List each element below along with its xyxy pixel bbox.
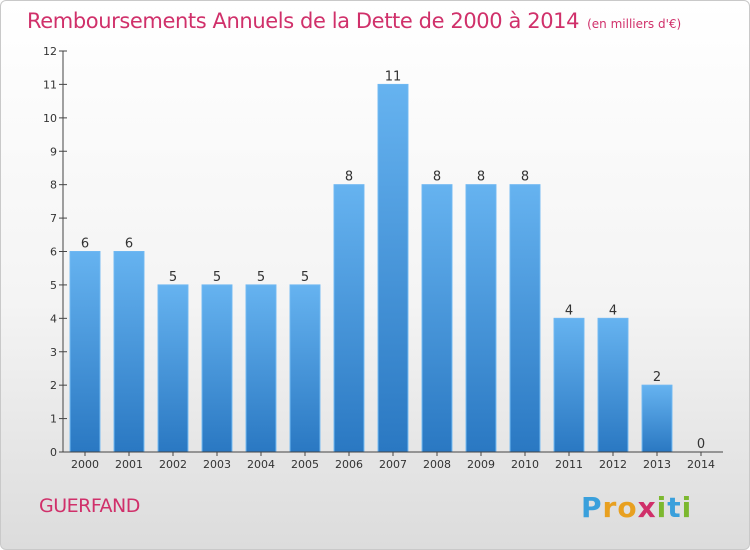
bar (69, 251, 101, 453)
y-tick-label: 10 (43, 112, 57, 125)
data-label: 5 (257, 270, 265, 285)
y-tick-label: 0 (50, 446, 57, 459)
bars-layer (69, 83, 673, 453)
x-tick-label: 2007 (379, 458, 407, 471)
y-tick-label: 6 (50, 246, 57, 259)
y-tick-label: 4 (50, 312, 57, 325)
commune-name: GUERFAND (39, 495, 140, 517)
x-tick-label: 2005 (291, 458, 319, 471)
bar (245, 284, 277, 453)
bar (509, 184, 541, 453)
y-tick-label: 12 (43, 45, 57, 58)
y-tick-label: 2 (50, 379, 57, 392)
x-tick-label: 2004 (247, 458, 275, 471)
data-label: 4 (565, 303, 573, 318)
x-tick-label: 2000 (71, 458, 99, 471)
x-tick-label: 2002 (159, 458, 187, 471)
bar (597, 317, 629, 453)
y-tick-label: 7 (50, 212, 57, 225)
bar (113, 251, 145, 453)
bar (377, 83, 409, 453)
x-tick-label: 2008 (423, 458, 451, 471)
data-label: 8 (345, 170, 353, 185)
bar (421, 184, 453, 453)
data-label: 0 (697, 437, 705, 452)
bar (553, 317, 585, 453)
bar (465, 184, 497, 453)
x-tick-label: 2001 (115, 458, 143, 471)
y-tick-label: 9 (50, 145, 57, 158)
x-tick-label: 2003 (203, 458, 231, 471)
x-tick-label: 2013 (643, 458, 671, 471)
data-label: 5 (301, 270, 309, 285)
bar (333, 184, 365, 453)
y-tick-label: 8 (50, 179, 57, 192)
data-label: 5 (213, 270, 221, 285)
bar (201, 284, 233, 453)
y-tick-label: 1 (50, 413, 57, 426)
svg-text:Proxiti: Proxiti (581, 491, 691, 524)
data-label: 6 (81, 237, 89, 252)
data-label: 5 (169, 270, 177, 285)
proxiti-logo: Proxiti (581, 491, 691, 524)
data-label: 8 (433, 170, 441, 185)
x-tick-label: 2009 (467, 458, 495, 471)
chart-title-text: Remboursements Annuels de la Dette de 20… (27, 9, 580, 33)
x-tick-label: 2011 (555, 458, 583, 471)
data-label: 2 (653, 370, 661, 385)
bar (641, 384, 673, 453)
x-tick-label: 2006 (335, 458, 363, 471)
data-label: 4 (609, 303, 617, 318)
bar (289, 284, 321, 453)
data-label: 6 (125, 237, 133, 252)
data-label: 11 (385, 69, 402, 84)
data-label: 8 (521, 170, 529, 185)
axes-layer: 0123456789101112620006200152002520035200… (43, 45, 723, 471)
x-tick-label: 2010 (511, 458, 539, 471)
x-tick-label: 2012 (599, 458, 627, 471)
bar (157, 284, 189, 453)
y-tick-label: 3 (50, 346, 57, 359)
y-tick-label: 11 (43, 78, 57, 91)
y-tick-label: 5 (50, 279, 57, 292)
x-tick-label: 2014 (687, 458, 715, 471)
data-label: 8 (477, 170, 485, 185)
chart-subtitle: (en milliers d'€) (587, 17, 682, 31)
chart-title: Remboursements Annuels de la Dette de 20… (27, 9, 681, 33)
